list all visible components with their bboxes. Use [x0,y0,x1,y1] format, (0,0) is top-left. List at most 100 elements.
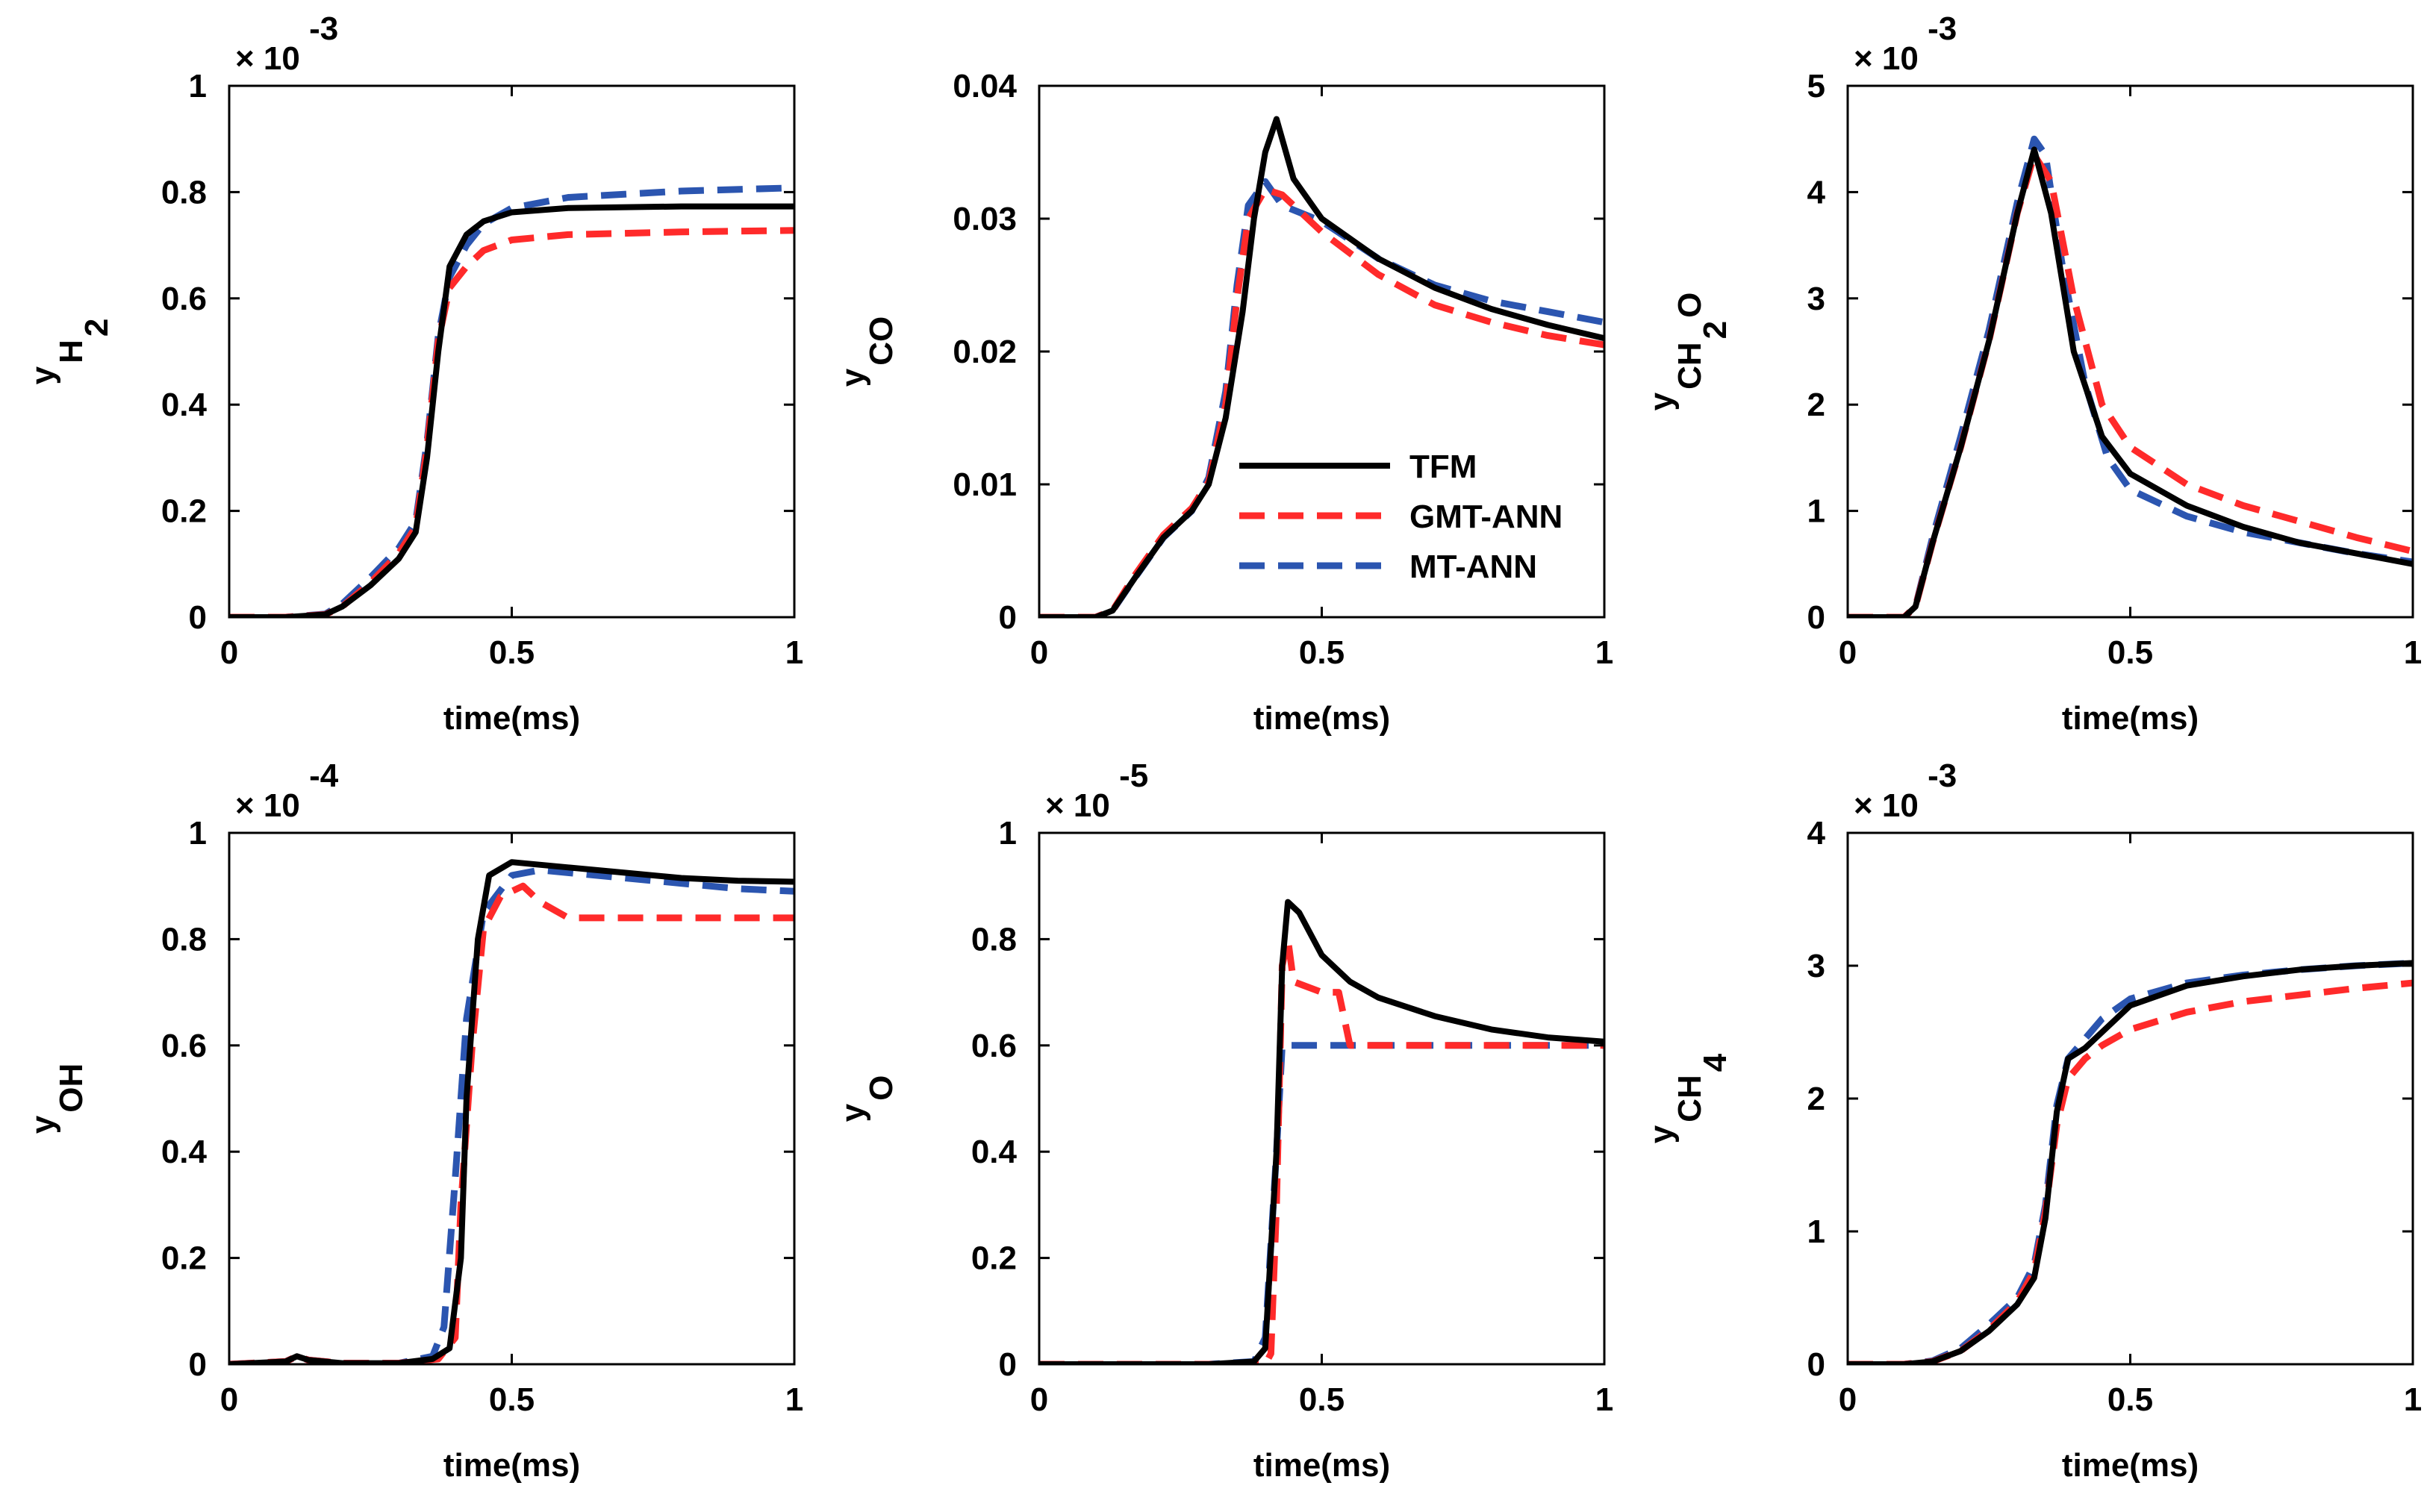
y-tick-label: 0.8 [161,921,207,958]
series-group [1039,116,1604,617]
y-tick-label: 1 [1807,1213,1825,1250]
x-tick-label: 1 [1595,1381,1613,1418]
panel-5: 0 0.5 1 0 0.2 0.4 0.6 0.8 1 time(ms) yO × 10 -5 [835,757,1613,1484]
x-tick-label: 0 [1839,1381,1857,1418]
x-tick-label: 0 [1030,1381,1048,1418]
series-line-tfm [1848,146,2413,617]
legend: TFM GMT-ANN MT-ANN [1239,449,1563,585]
y-tick-label: 0.01 [953,466,1017,503]
y-tick-label: 0.03 [953,201,1017,237]
series-line-mt-ann [229,184,794,617]
y-tick-label: 0.8 [161,174,207,210]
y-tick-label: 0 [189,1346,207,1383]
series-line-gmt-ann [229,227,794,617]
x-tick-label: 0 [1030,634,1048,671]
series-line-mt-ann [229,866,794,1364]
y-tick-label: 0.6 [971,1028,1017,1064]
x-axis-label: time(ms) [2062,700,2199,737]
series-line-tfm [1848,960,2413,1364]
y-tick-label: 0.04 [953,68,1017,104]
y-tick-label: 1 [1807,493,1825,530]
series-line-gmt-ann [229,882,794,1364]
series-line-tfm [229,203,794,617]
series-line-mt-ann [1039,1042,1604,1364]
series-line-tfm [1039,899,1604,1364]
y-axis-label: yCH4 [1643,1053,1733,1143]
series-group [229,859,794,1364]
x-tick-label: 1 [1595,634,1613,671]
y-tick-label: 0.6 [161,1028,207,1064]
y-tick-label: 0.6 [161,281,207,317]
y-tick-label: 0.02 [953,334,1017,370]
y-tick-label: 0 [1807,599,1825,636]
series-group [229,184,794,617]
y-tick-label: 1 [189,68,207,104]
series-line-tfm [229,859,794,1364]
y-tick-label: 5 [1807,68,1825,104]
y-tick-label: 0.2 [161,493,207,530]
x-tick-label: 0 [1839,634,1857,671]
x-tick-label: 0.5 [1299,634,1345,671]
y-axis-label: yH2 [25,319,115,385]
y-axis-label: yCO [835,316,900,387]
legend-label-tfm: TFM [1409,449,1477,485]
y-tick-label: 0.8 [971,921,1017,958]
x-tick-label: 1 [2404,634,2422,671]
plot-frame [1846,831,2414,1366]
y-axis-label: yOH [25,1063,90,1134]
y-tick-label: 0.4 [161,1134,208,1170]
x-axis-label: time(ms) [443,1447,580,1484]
y-tick-label: 0 [999,1346,1017,1383]
y-tick-label: 2 [1807,387,1825,423]
series-group [1848,135,2413,617]
axis-multiplier: × 10 -3 [1854,757,1957,824]
x-tick-label: 0.5 [489,634,535,671]
y-tick-label: 4 [1807,174,1826,210]
series-group [1039,899,1604,1364]
y-tick-label: 0 [999,599,1017,636]
x-tick-label: 0.5 [1299,1381,1345,1418]
x-axis-label: time(ms) [1253,700,1390,737]
series-line-gmt-ann [1039,186,1604,617]
x-tick-label: 0.5 [489,1381,535,1418]
x-axis-label: time(ms) [443,700,580,737]
y-tick-label: 0.4 [161,387,208,423]
panel-6: 0 0.5 1 0 1 2 3 4 time(ms) yCH4 × 10 -3 [1643,757,2422,1484]
y-tick-label: 0 [1807,1346,1825,1383]
axis-multiplier: × 10 -5 [1045,757,1148,824]
series-group [1848,959,2413,1364]
y-tick-label: 1 [999,815,1017,852]
panel-2: 0 0.5 1 0 0.01 0.02 0.03 0.04 time(ms) yCO [835,68,1613,737]
plot-frame [1038,831,1606,1366]
panel-3: 0 0.5 1 0 1 2 3 4 5 time(ms) yCH2O × 10 -3 [1643,10,2422,737]
plot-frame [1038,84,1606,619]
x-tick-label: 0 [220,634,238,671]
x-tick-label: 0.5 [2107,1381,2153,1418]
panel-4: 0 0.5 1 0 0.2 0.4 0.6 0.8 1 time(ms) yOH × 10 -4 [25,757,803,1484]
series-line-gmt-ann [1039,935,1604,1364]
x-tick-label: 1 [785,634,803,671]
y-tick-label: 0.2 [161,1240,207,1277]
y-axis-label: yO [835,1075,900,1122]
x-axis-label: time(ms) [2062,1447,2199,1484]
x-axis-label: time(ms) [1253,1447,1390,1484]
y-tick-label: 2 [1807,1081,1825,1117]
x-tick-label: 0 [220,1381,238,1418]
y-tick-label: 3 [1807,281,1825,317]
x-tick-label: 1 [785,1381,803,1418]
series-line-mt-ann [1848,959,2413,1364]
x-tick-label: 0.5 [2107,634,2153,671]
y-tick-label: 0.2 [971,1240,1017,1277]
axis-multiplier: × 10 -3 [235,10,338,77]
plot-frame [228,84,796,619]
y-tick-label: 4 [1807,815,1826,852]
panel-1: 0 0.5 1 0 0.2 0.4 0.6 0.8 1 time(ms) yH2 × 10 -3 [25,10,803,737]
y-axis-label: yCH2O [1643,293,1733,411]
legend-label-gmt-ann: GMT-ANN [1409,499,1563,535]
y-tick-label: 1 [189,815,207,852]
x-tick-label: 1 [2404,1381,2422,1418]
axis-multiplier: × 10 -3 [1854,10,1957,77]
plot-frame [228,831,796,1366]
series-line-tfm [1039,116,1604,617]
